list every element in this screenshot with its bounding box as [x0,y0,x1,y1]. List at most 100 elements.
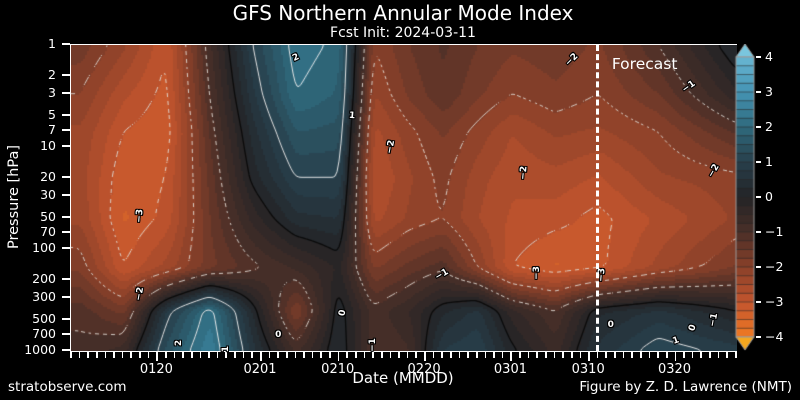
y-tick-mark [62,231,70,234]
colorbar-tick-label: −4 [765,329,784,344]
x-tick-minor [182,352,184,358]
x-tick-major [424,352,426,361]
x-tick-minor [493,352,495,358]
contour-label: 1 [348,111,356,122]
x-tick-minor [665,352,668,358]
x-tick-minor [709,352,711,358]
chart-subtitle: Fcst Init: 2024-03-11 [330,25,476,41]
colorbar-tick-mark [756,231,761,233]
x-tick-minor [648,352,651,358]
x-tick-minor [441,352,443,358]
x-tick-minor [726,352,728,358]
colorbar-tick-label: 1 [765,154,773,169]
y-tick-label: 700 [32,326,56,342]
x-tick-minor [139,352,141,358]
y-tick-label: 3 [48,84,56,100]
x-tick-major [674,352,677,361]
x-tick-minor [268,352,271,358]
contour-label: 2 [173,339,184,346]
x-tick-minor [130,352,133,358]
x-tick-minor [562,352,564,358]
y-tick-label: 300 [32,288,56,304]
x-tick-minor [190,352,193,358]
y-tick-mark [62,145,70,147]
x-tick-minor [415,352,418,358]
x-tick-label: 0210 [321,362,355,377]
x-tick-minor [147,352,150,358]
x-tick-label: 0220 [407,362,441,377]
y-tick-mark [62,175,70,178]
y-tick-mark [62,295,70,298]
x-tick-minor [294,352,297,358]
x-tick-minor [95,352,98,358]
y-tick-label: 200 [32,270,56,286]
colorbar-tick-label: 0 [765,189,773,204]
x-tick-minor [622,352,625,358]
colorbar-tick-mark [756,91,761,93]
x-tick-minor [640,352,642,358]
colorbar-tick-label: −1 [765,224,784,239]
x-tick-minor [104,352,107,358]
x-tick-minor [78,352,81,358]
chart-title: GFS Northern Annular Mode Index [232,1,574,25]
contour-label: −2 [384,139,397,155]
x-tick-minor [527,352,530,358]
x-tick-minor [225,352,228,358]
colorbar-tick-label: −3 [765,294,784,309]
colorbar-tick-label: 2 [765,119,773,134]
contour-label: −3 [532,265,543,280]
x-tick-minor [199,352,202,358]
x-tick-minor [234,352,236,358]
x-tick-minor [398,352,400,358]
x-tick-minor [536,352,538,358]
x-tick-minor [545,352,547,358]
x-tick-minor [683,352,685,358]
colorbar-tick-label: −2 [765,259,784,274]
contour-label: −1 [368,337,379,352]
colorbar: 4 3 2 1 0 −1 −2 −3 −4 [734,44,800,356]
y-tick-label: 2 [48,66,56,82]
x-tick-minor [735,352,737,358]
y-tick-mark [62,129,70,132]
x-tick-minor [380,352,383,358]
x-tick-major [510,352,513,361]
y-tick-mark [62,333,70,336]
colorbar-tick-label: 3 [765,84,773,99]
y-tick-mark [62,277,70,280]
x-tick-minor [458,352,461,358]
y-tick-mark [62,193,70,196]
colorbar-tick-mark [756,161,761,163]
x-tick-major [156,352,158,361]
y-tick-label: 5 [48,107,56,123]
x-tick-major [337,352,340,361]
x-axis-label: Date (MMDD) [352,369,454,387]
x-tick-minor [346,352,348,358]
x-tick-label: 0310 [571,362,605,377]
contour-label: 0 [275,330,282,341]
contour-label: −3 [134,209,146,224]
y-tick-mark [62,318,70,321]
y-tick-mark [62,91,70,94]
x-tick-minor [553,352,556,358]
y-tick-label: 7 [48,122,56,138]
x-tick-minor [173,352,176,358]
x-tick-minor [329,352,331,358]
colorbar-tick-mark [756,56,761,58]
x-tick-minor [277,352,279,358]
y-tick-label: 10 [40,138,56,153]
x-tick-minor [657,352,659,358]
x-tick-label: 0301 [493,362,527,377]
x-tick-label: 0201 [243,362,277,377]
x-tick-minor [113,352,115,358]
x-tick-minor [121,352,124,358]
y-tick-mark [62,247,70,249]
x-tick-minor [389,352,392,358]
x-tick-minor [303,352,305,358]
x-tick-minor [87,352,89,358]
x-tick-major [260,352,262,361]
x-tick-minor [251,352,253,358]
x-tick-minor [501,352,504,358]
colorbar-tick-mark [756,336,761,338]
x-tick-minor [320,352,323,358]
x-tick-label: 0120 [139,362,173,377]
